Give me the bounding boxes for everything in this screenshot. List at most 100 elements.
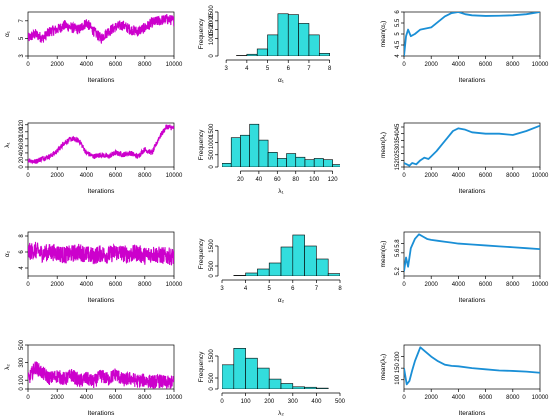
y-tick-label: 40: [19, 149, 25, 156]
plot-area: [236, 13, 330, 56]
histogram-bar: [258, 139, 269, 167]
x-tick-label: 2000: [425, 173, 439, 179]
x-tick-label: 8000: [506, 282, 520, 288]
y-tick-label: 120: [19, 119, 25, 130]
running-mean-line: [404, 12, 540, 56]
histogram-bar: [257, 367, 270, 389]
running-mean-line: [404, 233, 540, 272]
x-axis-title: Iterations: [459, 410, 486, 417]
histogram-bar: [298, 23, 310, 56]
histogram-bar: [332, 164, 340, 167]
y-tick-label: 0: [19, 387, 25, 391]
panel-mean-alpha2: 0 2000 4000 6000 8000 10000 5.2 5.65.8 Iteration…: [380, 231, 549, 304]
x-tick-label: 10000: [532, 282, 549, 288]
plot-area: [28, 361, 174, 389]
y-tick-label: 20: [19, 156, 25, 163]
histogram-bar: [222, 163, 232, 167]
y-axis-title: α₂: [4, 250, 11, 257]
x-tick-label: 100: [241, 399, 252, 405]
panel-trace-lambda2: 0 2000 4000 6000 8000 100000100300500Iteratio…: [4, 339, 183, 417]
x-axis-title: Iterations: [459, 188, 486, 195]
histogram-bar: [222, 364, 235, 389]
y-tick-label: 5.5: [395, 18, 401, 27]
y-tick-label: 200: [395, 351, 401, 362]
x-tick-label: 0: [26, 282, 30, 288]
histogram-bar: [318, 53, 330, 56]
x-tick-label: 4: [245, 66, 249, 72]
x-tick-label: 3: [224, 66, 228, 72]
y-axis-title: Frequency: [198, 18, 205, 49]
plot-area: [222, 347, 329, 389]
x-tick-label: 200: [264, 399, 275, 405]
x-tick-label: 4: [244, 286, 248, 292]
histogram-bar: [316, 387, 329, 389]
y-tick-label: 0: [19, 165, 25, 169]
y-tick-label: 7: [19, 18, 25, 22]
y-tick-label: 500: [19, 339, 25, 350]
x-tick-label: 6: [291, 286, 295, 292]
y-tick-label: 0: [209, 274, 215, 278]
x-tick-label: 8: [338, 286, 342, 292]
x-tick-label: 8000: [506, 395, 520, 401]
x-tick-label: 10000: [166, 173, 183, 179]
plot-frame: [403, 231, 541, 277]
plot-area: [28, 241, 174, 266]
y-tick-label: 500: [209, 260, 215, 271]
x-tick-label: 300: [288, 399, 299, 405]
plot-area: [404, 233, 540, 272]
x-tick-label: 4000: [80, 395, 94, 401]
y-tick-label: 1500: [209, 349, 215, 363]
y-axis-title: Frequency: [198, 129, 205, 160]
y-tick-label: 5: [395, 32, 401, 36]
histogram-bar: [230, 137, 241, 167]
histogram-bar: [268, 262, 282, 276]
x-tick-label: 6000: [479, 173, 493, 179]
y-tick-label: 500: [209, 372, 215, 383]
histogram-bar: [292, 234, 305, 276]
running-mean-line: [404, 346, 540, 386]
x-tick-label: 2000: [425, 282, 439, 288]
y-tick-label: 4: [395, 54, 401, 58]
y-tick-label: 40: [395, 130, 401, 137]
histogram-bar: [277, 158, 287, 167]
x-tick-label: 10000: [532, 173, 549, 179]
x-axis-title: α₁: [278, 77, 285, 84]
x-axis-title: Iterations: [459, 77, 486, 84]
x-tick-label: 2000: [51, 282, 65, 288]
x-tick-label: 4000: [452, 62, 466, 68]
panel-hist-alpha2: 3 4 5 6 7 8 0 500 1500 α₂ Frequency: [198, 234, 342, 304]
plot-area: [404, 346, 540, 386]
x-tick-label: 2000: [425, 62, 439, 68]
x-tick-label: 8000: [138, 62, 152, 68]
running-mean-line: [404, 124, 540, 167]
histogram-bar: [304, 159, 315, 167]
x-axis-title: Iterations: [459, 297, 486, 304]
histogram-bar: [267, 34, 279, 56]
y-tick-label: 1500: [209, 239, 215, 253]
plot-area: [28, 13, 174, 44]
x-tick-label: 100: [309, 177, 320, 183]
plot-frame: [403, 344, 541, 390]
panel-trace-alpha2: 0 2000 4000 6000 8000 10000 4 6 8 Iterations α₂: [4, 231, 183, 304]
x-tick-label: 3: [220, 286, 224, 292]
trace-line: [28, 241, 174, 266]
x-tick-label: 4000: [452, 173, 466, 179]
histogram-bar: [245, 272, 258, 276]
y-axis-title: α₁: [4, 30, 11, 37]
x-tick-label: 6000: [479, 395, 493, 401]
x-tick-label: 2000: [51, 395, 65, 401]
y-axis-title: Frequency: [198, 238, 205, 269]
y-tick-label: 35: [395, 136, 401, 143]
histogram-bar: [233, 275, 246, 276]
y-tick-label: 100: [19, 126, 25, 137]
x-tick-label: 500: [335, 399, 346, 405]
x-axis-title: Iterations: [88, 188, 115, 195]
histogram-bar: [304, 245, 317, 276]
plot-frame: [27, 11, 175, 57]
histogram-bar: [292, 386, 305, 389]
histogram-bar: [308, 34, 320, 56]
y-axis-title: Frequency: [198, 351, 205, 382]
y-tick-label: 25: [395, 150, 401, 157]
